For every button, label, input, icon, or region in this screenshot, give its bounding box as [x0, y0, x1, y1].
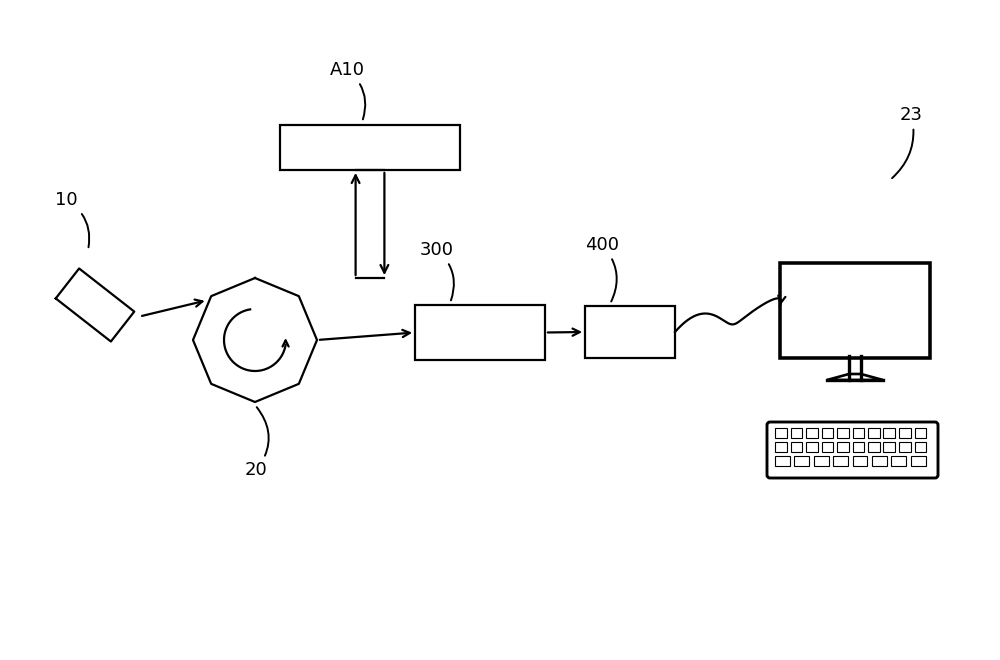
Bar — [833, 456, 848, 466]
Bar — [806, 428, 818, 438]
Bar — [899, 428, 911, 438]
Bar — [884, 428, 895, 438]
Bar — [852, 456, 867, 466]
Bar — [914, 428, 926, 438]
Bar — [822, 442, 833, 451]
FancyBboxPatch shape — [767, 422, 938, 478]
Bar — [899, 442, 911, 451]
Bar — [794, 456, 809, 466]
Bar — [891, 456, 906, 466]
Bar — [585, 306, 675, 358]
Bar — [280, 125, 460, 170]
Bar — [884, 442, 895, 451]
Bar — [837, 442, 849, 451]
Bar — [837, 428, 849, 438]
Text: 300: 300 — [420, 241, 454, 300]
Bar — [790, 428, 802, 438]
Text: 400: 400 — [585, 236, 619, 302]
Bar — [868, 442, 880, 451]
Bar — [872, 456, 887, 466]
Bar — [852, 428, 864, 438]
Bar — [775, 428, 787, 438]
Text: 23: 23 — [892, 106, 923, 178]
Text: 20: 20 — [245, 407, 269, 479]
Bar — [852, 442, 864, 451]
Text: 10: 10 — [55, 191, 89, 248]
Bar — [822, 428, 833, 438]
Bar — [914, 442, 926, 451]
Text: A10: A10 — [330, 61, 365, 119]
Bar — [806, 442, 818, 451]
Bar — [911, 456, 926, 466]
Bar — [775, 442, 787, 451]
Bar — [790, 442, 802, 451]
Bar — [814, 456, 829, 466]
Polygon shape — [827, 374, 883, 380]
Bar — [415, 305, 545, 360]
Bar — [868, 428, 880, 438]
Bar — [775, 456, 790, 466]
Bar — [780, 263, 930, 358]
